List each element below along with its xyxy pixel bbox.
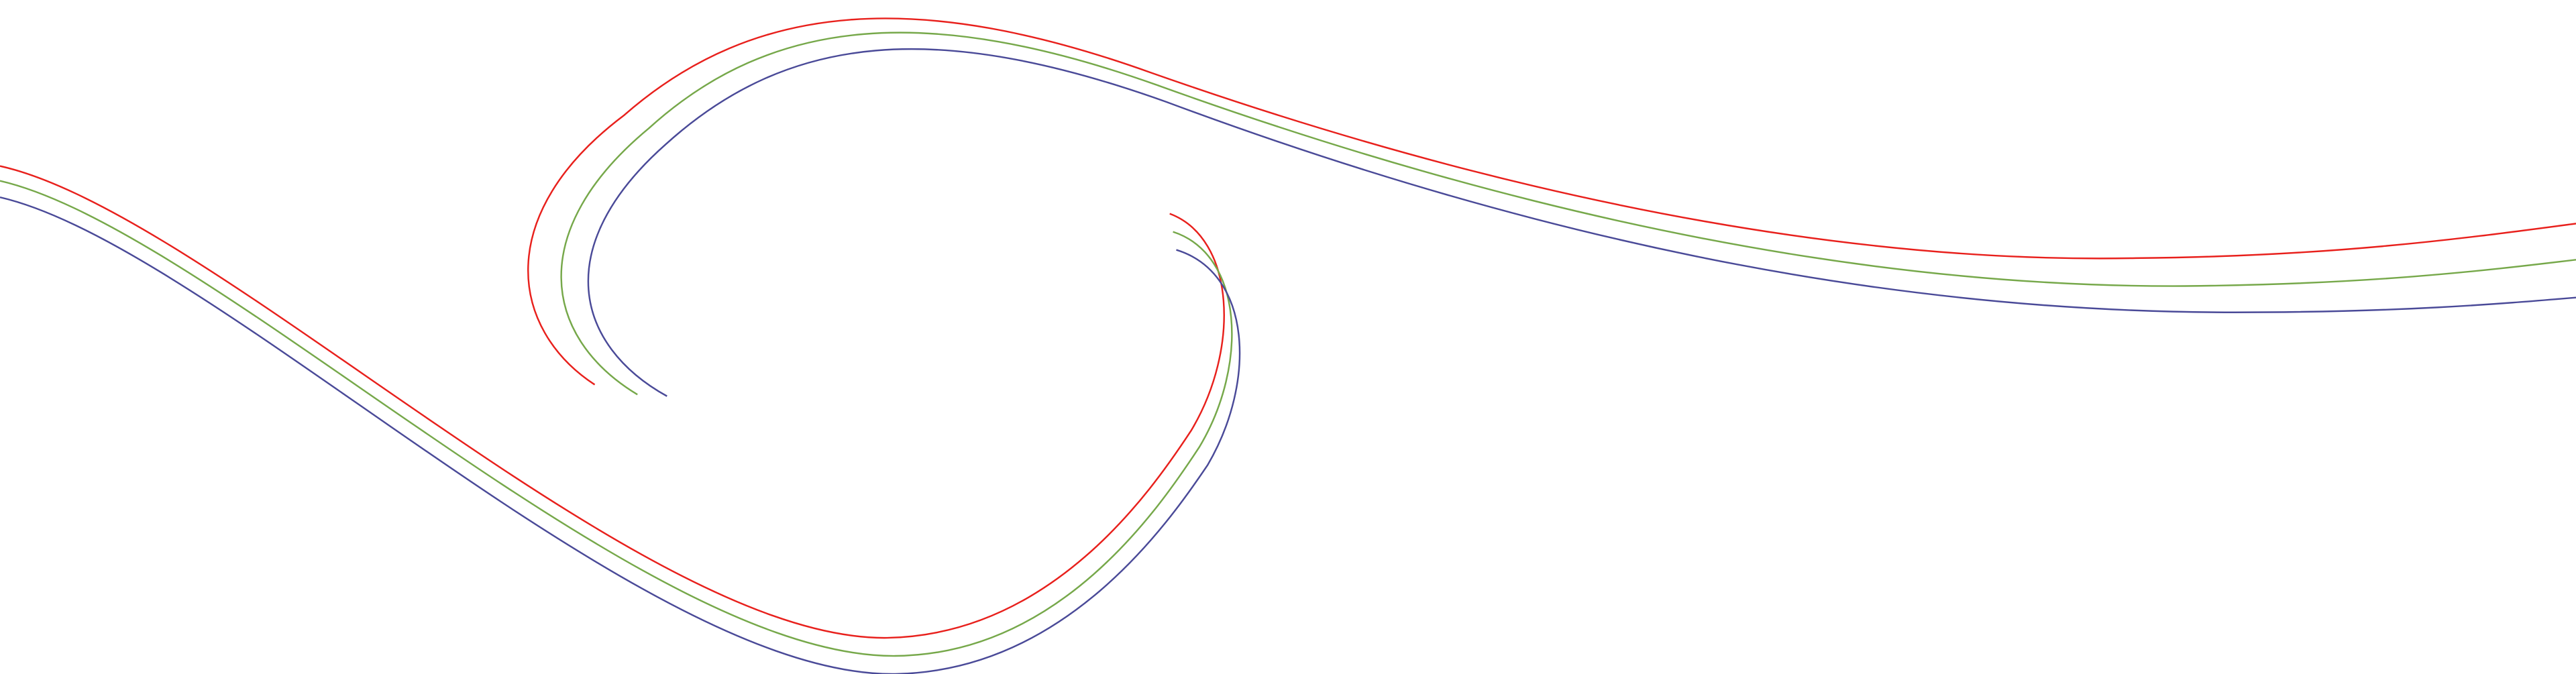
green-curve-right xyxy=(560,32,2576,396)
green-curve-left xyxy=(0,180,1233,657)
red-curve-left xyxy=(0,165,1225,639)
red-curve-right xyxy=(527,17,2576,386)
blue-curve-left xyxy=(0,196,1241,674)
blue-curve-right xyxy=(587,48,2576,397)
